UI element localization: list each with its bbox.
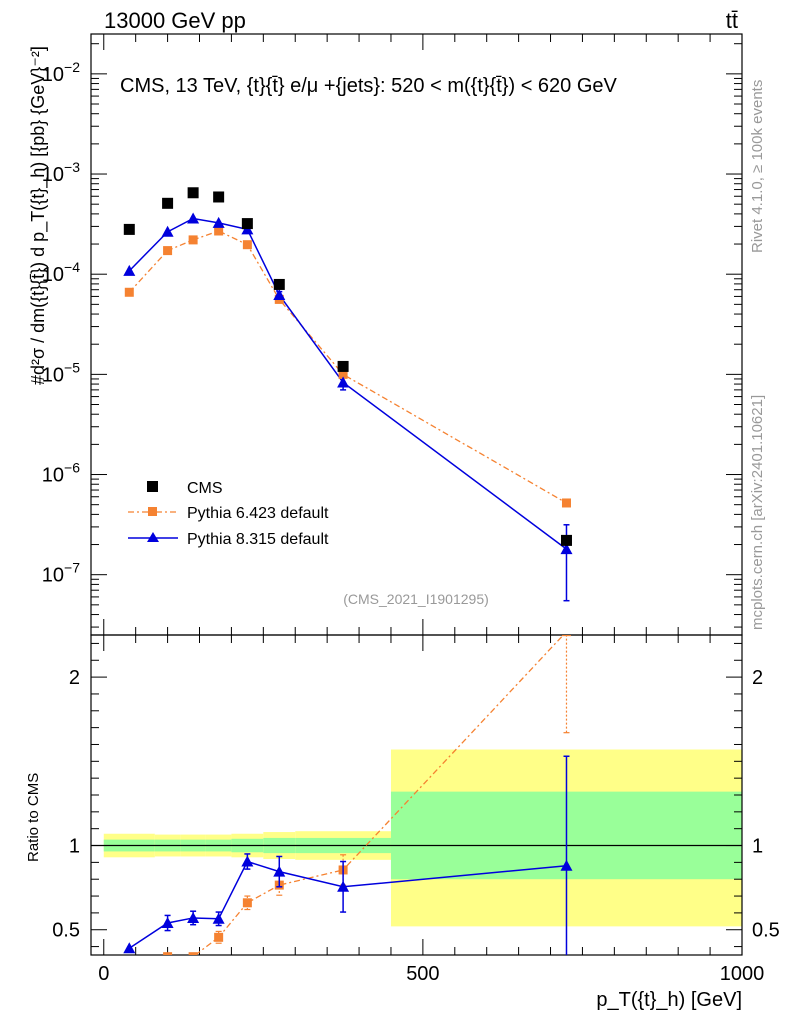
analysis-tag: (CMS_2021_I1901295) [343, 591, 489, 607]
cms-point [273, 278, 285, 290]
pythia6-point [214, 226, 224, 236]
process-label: tt̄ [726, 8, 738, 33]
ratio-axis-ticks: 0.5 0.5 1 1 2 2 0 500 1000 [52, 635, 780, 985]
legend-marker-pythia8 [147, 532, 159, 542]
legend-label-pythia8: Pythia 8.315 default [187, 531, 329, 548]
main-ytick-label-0: 10−7 [42, 560, 80, 587]
ratio-ytick-label-right-1: 1 [752, 836, 763, 858]
main-series-layer [123, 187, 573, 602]
pythia8-point [560, 543, 573, 555]
ratio-pythia8-point [123, 942, 136, 954]
pythia8-point [273, 288, 286, 300]
pythia6-point [561, 498, 571, 508]
main-ytick-label-1: 10−6 [42, 460, 80, 487]
ratio-pythia6-line [194, 635, 565, 955]
pythia6-point [124, 287, 134, 297]
ratio-pythia8-point [337, 880, 350, 892]
x-axis-label: p_T({t}_h) [GeV] [596, 989, 742, 1011]
pythia8-point [212, 216, 225, 228]
main-y-label: #d²σ / dm({t}{t̄}) d p_T({t}_h) [{pb} {G… [28, 46, 49, 385]
ratio-pythia8-point [161, 917, 174, 928]
cms-point [337, 360, 349, 372]
ratio-ytick-label-left-1: 1 [69, 836, 80, 858]
cms-point [162, 197, 174, 209]
main-ytick-label-2: 10−5 [42, 359, 80, 386]
main-ytick-label-3: 10−4 [42, 259, 80, 286]
ratio-pythia6-point [561, 635, 571, 637]
pythia6-point [338, 369, 348, 379]
ratio-pythia8-point [187, 911, 200, 923]
ratio-pythia6-point [214, 932, 224, 942]
ratio-pythia8-point [560, 859, 573, 871]
cms-point [241, 218, 253, 230]
ratio-ytick-label-left-0: 0.5 [52, 920, 80, 942]
ratio-pythia8-point [212, 912, 225, 924]
legend-label-pythia6: Pythia 6.423 default [187, 505, 329, 522]
ratio-ytick-label-right-0: 0.5 [752, 920, 780, 942]
ratio-pythia8-point [241, 855, 254, 867]
legend: CMS Pythia 6.423 default Pythia 8.315 de… [128, 480, 329, 548]
ratio-pythia6-point [242, 898, 252, 908]
ratio-ytick-label-left-2: 2 [69, 667, 80, 689]
ratio-y-label: Ratio to CMS [25, 773, 42, 862]
ratio-uncertainty-bands [103, 749, 742, 927]
ratio-pythia6-point [188, 952, 198, 955]
legend-marker-cms [147, 481, 158, 492]
cms-point [560, 534, 572, 546]
ratio-pythia8-line [128, 860, 567, 949]
pythia8-point [337, 376, 350, 388]
pythia8-line [128, 217, 567, 550]
ratio-pythia8-point [273, 865, 286, 877]
pythia6-point [163, 246, 173, 256]
beam-label: 13000 GeV pp [104, 8, 246, 33]
legend-marker-pythia6 [148, 507, 157, 516]
cms-point [213, 191, 225, 203]
pythia6-point [188, 235, 198, 245]
pythia6-point [242, 240, 252, 250]
rivet-label: Rivet 4.1.0, ≥ 100k events [749, 80, 766, 253]
xtick-label-0: 0 [98, 963, 109, 985]
main-axis-ticks: 10−7 10−6 10−5 10−4 10−3 10−2 [42, 34, 743, 635]
main-ytick-label-4: 10−3 [42, 159, 80, 186]
main-ytick-label-5: 10−2 [42, 59, 80, 86]
pythia8-point [187, 212, 200, 224]
pythia8-point [161, 225, 174, 237]
legend-label-cms: CMS [187, 480, 223, 497]
xtick-label-1: 500 [406, 963, 439, 985]
xtick-label-2: 1000 [720, 963, 765, 985]
ratio-pythia6-point [125, 969, 134, 978]
ratio-pythia6-point [163, 952, 173, 955]
ratio-ytick-label-right-2: 2 [752, 667, 763, 689]
cms-point [123, 223, 135, 235]
main-title: CMS, 13 TeV, {t}{t̄} e/μ +{jets}: 520 < … [120, 75, 618, 97]
pythia8-point [123, 264, 136, 276]
mcplots-label: mcplots.cern.ch [arXiv:2401.10621] [749, 395, 766, 630]
ratio-series-layer [123, 635, 573, 978]
cms-point [187, 187, 199, 199]
